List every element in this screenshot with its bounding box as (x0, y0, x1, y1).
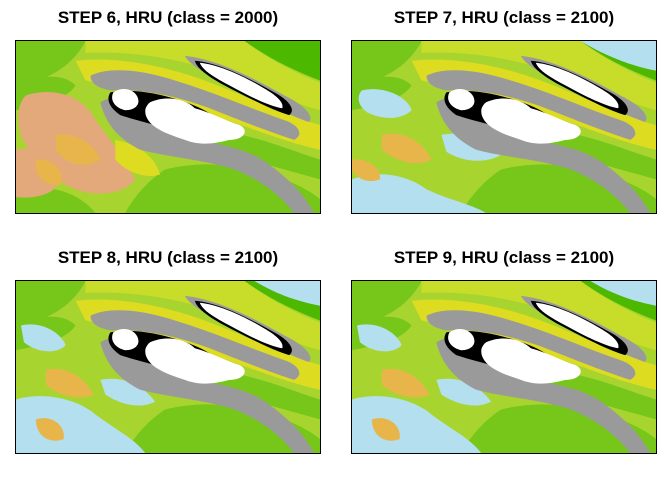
panel-title-step8: STEP 8, HRU (class = 2100) (57, 248, 279, 267)
land-yellow-band (85, 41, 320, 111)
land-bluePatch4 (580, 41, 656, 71)
lake-white-ne (535, 302, 619, 349)
land-bluePatch4 (254, 281, 320, 306)
land-orangePatch1 (45, 368, 94, 398)
panel-title-step7: STEP 7, HRU (class = 2100) (393, 8, 615, 27)
land-green-mid (550, 129, 656, 180)
lake-white-small (448, 88, 475, 111)
land-bluePatch3 (100, 378, 156, 406)
land-green-nw (16, 41, 86, 86)
lake-white-ne (535, 62, 619, 109)
land-orangePatch1 (55, 134, 101, 165)
land-bluePatch3 (436, 378, 492, 406)
land-green-nw (352, 41, 422, 86)
lake-white-big (145, 338, 245, 384)
land-green-mid (214, 129, 320, 180)
land-bluePatch1 (356, 324, 402, 352)
map-panel-step8 (15, 280, 321, 454)
lake-white-small (448, 328, 475, 351)
land-bluePatch3 (441, 133, 502, 161)
land-green-nw (352, 281, 422, 326)
ridge-gray-top (90, 70, 300, 140)
lake-white-big (145, 98, 245, 144)
land-bluePatch1 (20, 324, 66, 352)
lake-white-small (112, 88, 139, 111)
land-bluePatch2 (352, 174, 487, 213)
panel-title-step9: STEP 9, HRU (class = 2100) (393, 248, 615, 267)
land-yellow-band (421, 281, 656, 351)
lake-white-ne (199, 302, 283, 349)
lake-white-big (481, 338, 581, 384)
land-yellow-band (421, 41, 656, 111)
land-yellow-band (85, 281, 320, 351)
ridge-gray-top (426, 310, 636, 380)
land-bluePatch1 (358, 89, 412, 118)
land-green-nw (16, 281, 86, 326)
land-orangePatch2 (35, 418, 64, 441)
map-panel-step9 (351, 280, 657, 454)
land-bluePatch4 (590, 281, 656, 306)
panel-title-step6: STEP 6, HRU (class = 2000) (57, 8, 279, 27)
map-panel-step6 (15, 40, 321, 214)
lake-white-ne (199, 62, 283, 109)
land-green-ne (244, 41, 320, 81)
ridge-gray-top (90, 310, 300, 380)
land-green-mid (214, 369, 320, 420)
land-orangePatch2 (352, 159, 380, 182)
land-orangePatch1 (381, 133, 432, 164)
land-orangePatch1 (381, 368, 430, 398)
ridge-gray-top (426, 70, 636, 140)
lake-white-small (112, 328, 139, 351)
land-orangePatch2 (35, 159, 62, 185)
land-orangePatch2 (371, 418, 400, 441)
land-green-mid (550, 369, 656, 420)
map-panel-step7 (351, 40, 657, 214)
land-yellowPatch (115, 139, 161, 176)
lake-white-big (481, 98, 581, 144)
